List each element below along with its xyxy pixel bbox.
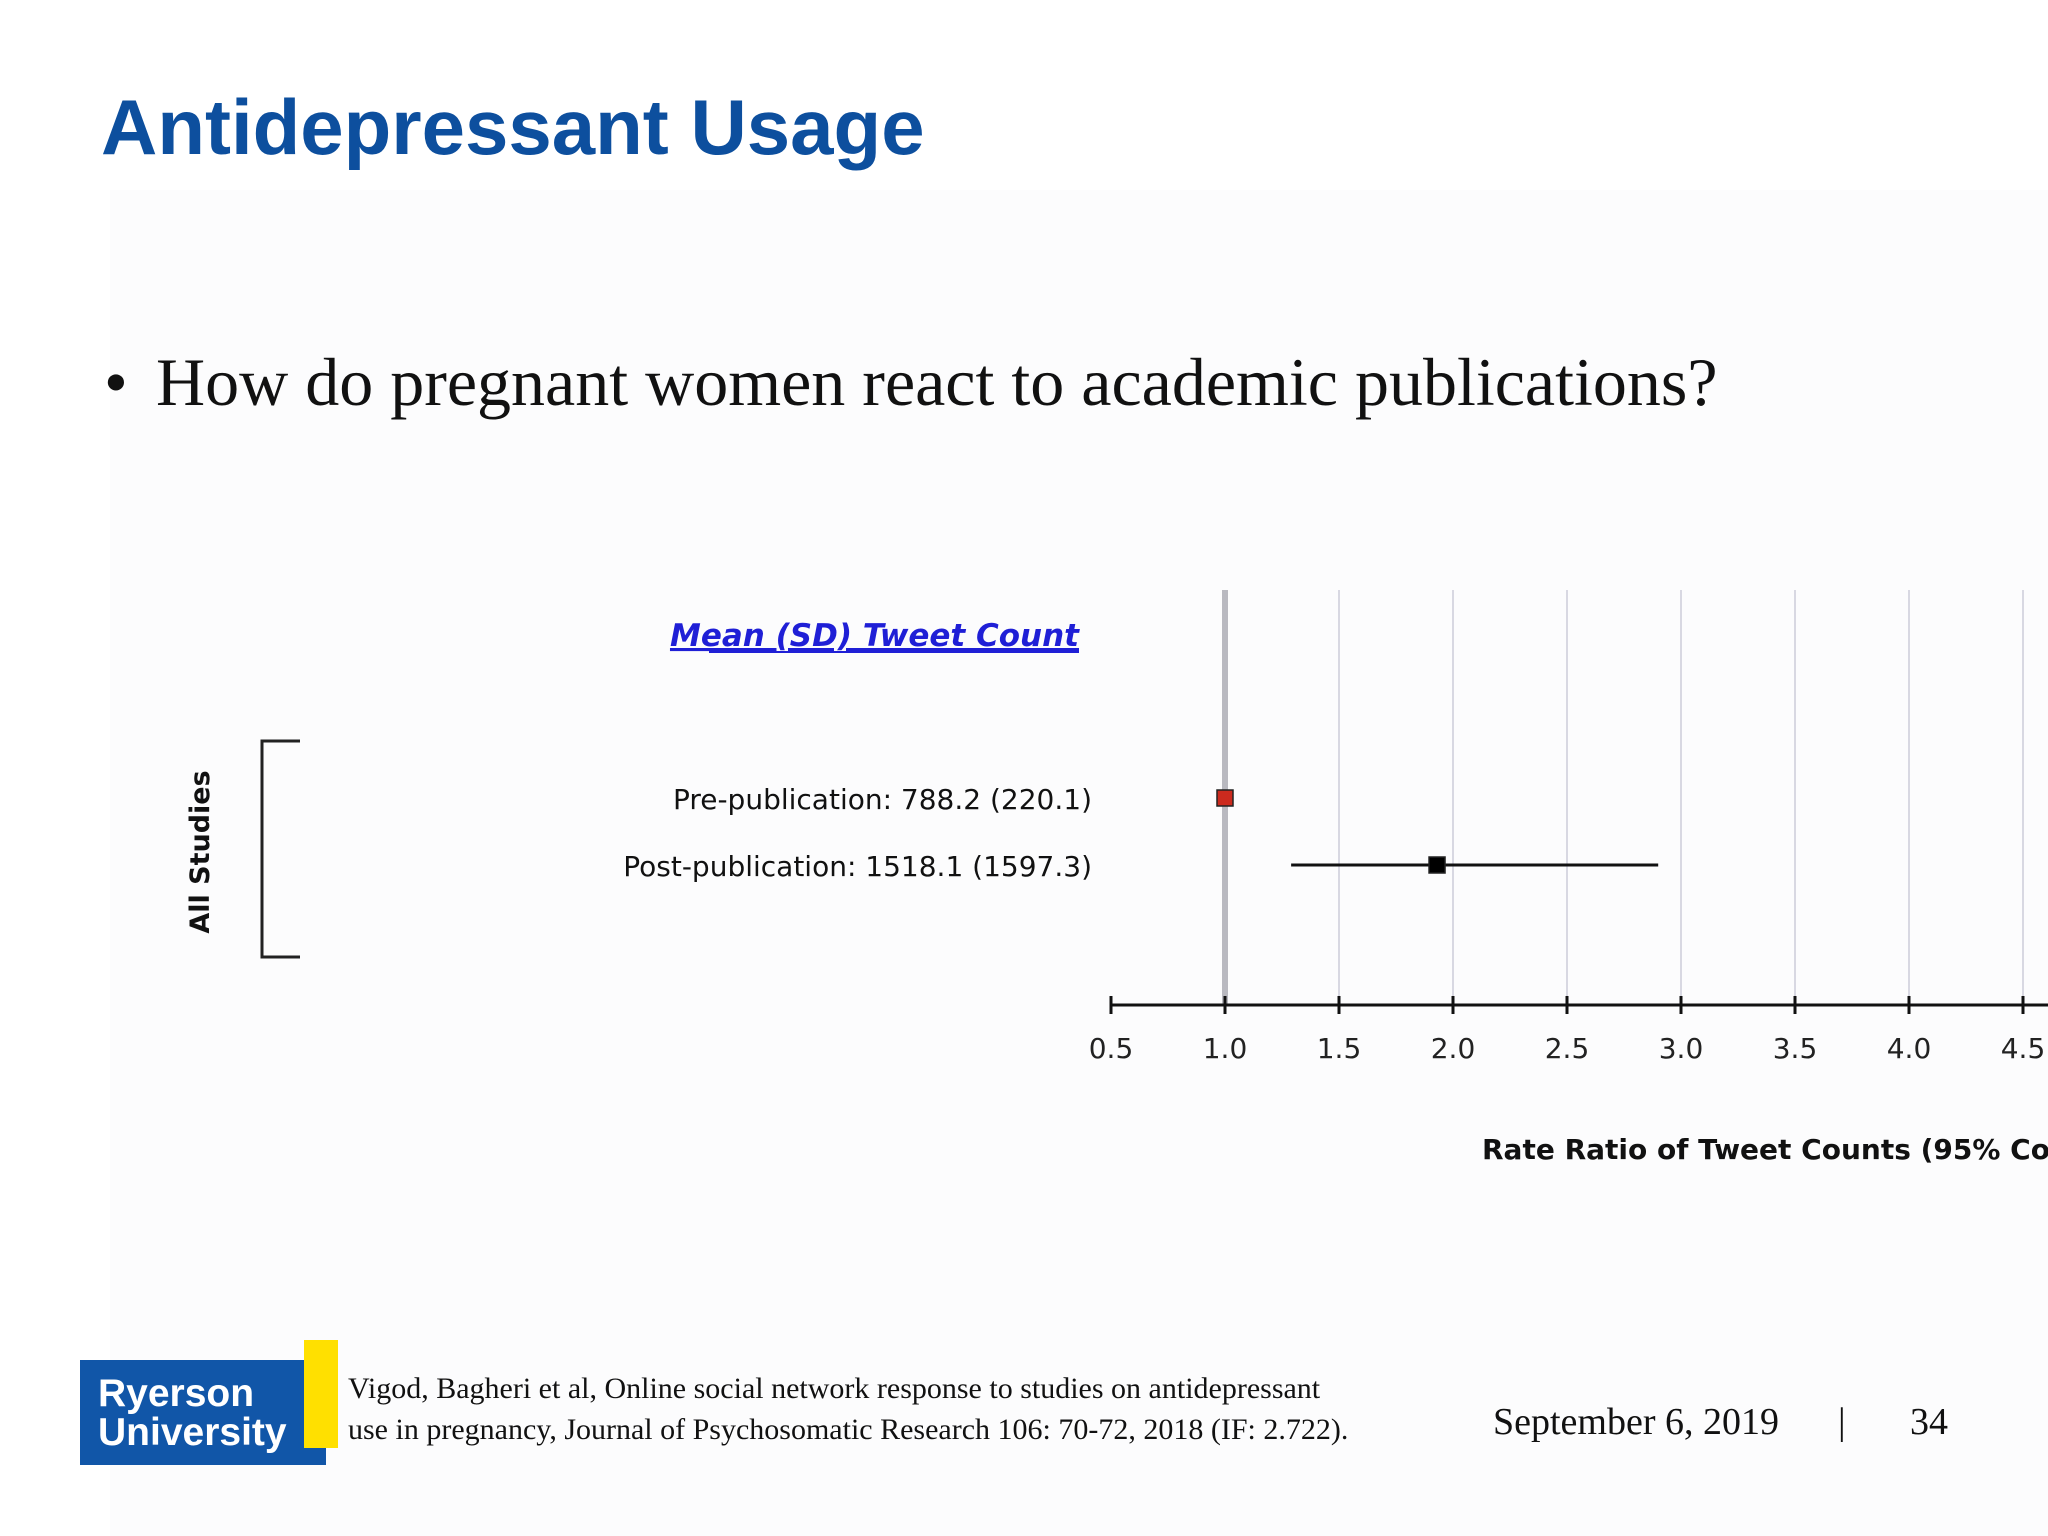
column-header: Mean (SD) Tweet Count [670,618,1080,654]
bullet-text: How do pregnant women react to academic … [156,344,1718,420]
citation-line-2: use in pregnancy, Journal of Psychosomat… [348,1413,1349,1446]
slide-title: Antidepressant Usage [101,83,925,171]
x-axis-title: Rate Ratio of Tweet Counts (95% Confid [1482,1133,2048,1166]
group-label: All Studies [185,770,216,933]
group-bracket [260,739,300,959]
page-number: 34 [1910,1401,1948,1443]
forest-plot: 0.5 1.0 1.5 2.0 2.5 3.0 3.5 4.0 4.5 Rate Ratio of… [185,590,2048,1166]
point-estimate-0 [1216,789,1234,807]
x-tick-label: 1.5 [1317,1032,1362,1065]
logo-accent-bar [304,1340,338,1448]
x-tick-label: 3.0 [1659,1032,1704,1065]
footer-separator: | [1838,1401,1846,1443]
logo-line-2: University [98,1411,287,1454]
logo-line-1: Ryerson [98,1372,255,1415]
point-estimate-1 [1428,856,1446,874]
x-tick-label: 3.5 [1773,1032,1818,1065]
footer-date: September 6, 2019 [1493,1401,1780,1443]
x-tick-label: 4.5 [2001,1032,2046,1065]
x-tick-label: 4.0 [1887,1032,1932,1065]
x-tick-label: 1.0 [1203,1032,1248,1065]
bullet-item: • How do pregnant women react to academic… [104,343,1718,422]
content-panel [110,190,2048,1536]
citation: Vigod, Bagheri et al, Online social netw… [348,1368,1348,1450]
x-tick-label: 0.5 [1089,1032,1134,1065]
bullet-symbol: • [104,344,128,420]
row-label-1: Post-publication: 1518.1 (1597.3) [623,850,1092,883]
row-label-0: Pre-publication: 788.2 (220.1) [673,783,1092,816]
x-tick-label: 2.0 [1431,1032,1476,1065]
x-tick-label: 2.5 [1545,1032,1590,1065]
citation-line-1: Vigod, Bagheri et al, Online social netw… [348,1372,1321,1405]
ryerson-logo: Ryerson University [80,1360,326,1465]
